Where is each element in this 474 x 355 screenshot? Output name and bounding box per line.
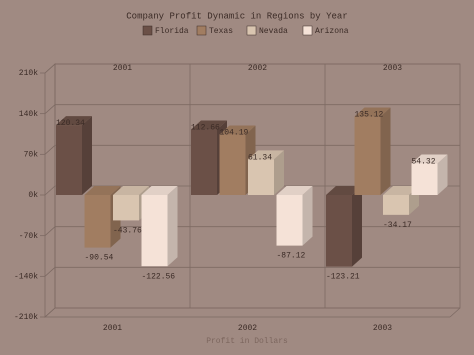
- x-tick-label: 2003: [373, 324, 392, 333]
- grid-line: [44, 104, 56, 114]
- bar-top: [411, 154, 448, 164]
- bar-top: [383, 186, 419, 195]
- bar: [383, 195, 409, 215]
- value-label: -122.56: [142, 272, 176, 281]
- bar-top: [191, 120, 227, 130]
- grid-line: [44, 185, 56, 196]
- value-label: 112.66: [191, 124, 220, 133]
- value-label: 61.34: [248, 153, 272, 162]
- legend-label: Arizona: [315, 27, 349, 36]
- bar: [326, 195, 352, 267]
- y-tick-label: 210k: [19, 69, 38, 78]
- y-tick-label: -140k: [14, 272, 38, 281]
- bar: [276, 195, 303, 246]
- bar: [276, 186, 313, 246]
- bar: [191, 129, 217, 195]
- y-tick-label: 0k: [28, 191, 38, 200]
- bar: [113, 195, 139, 221]
- legend-label: Nevada: [259, 27, 288, 36]
- bar-side: [82, 116, 92, 195]
- bar: [354, 107, 391, 195]
- bar-top: [219, 125, 256, 135]
- x-tick-label: 2001: [113, 64, 132, 73]
- bar: [141, 186, 178, 267]
- bar-side: [274, 150, 284, 195]
- value-label: -34.17: [383, 221, 412, 230]
- bar-side: [380, 107, 391, 195]
- value-label: 54.32: [412, 158, 436, 167]
- x-tick-label: 2001: [103, 324, 122, 333]
- value-label: 120.34: [56, 119, 85, 128]
- bar-side: [302, 186, 313, 246]
- legend-swatch: [142, 25, 153, 36]
- bar-top: [248, 150, 284, 160]
- bar: [84, 195, 111, 248]
- bar-side: [352, 186, 362, 267]
- value-label: -87.12: [277, 252, 306, 261]
- bar: [326, 186, 362, 267]
- chart-title: Company Profit Dynamic in Regions by Yea…: [126, 11, 347, 21]
- value-label: -123.21: [326, 273, 360, 282]
- value-label: -90.54: [85, 254, 114, 263]
- grid-line: [44, 307, 56, 318]
- bar: [354, 116, 381, 195]
- floor-edge: [449, 307, 461, 318]
- y-tick-label: -210k: [14, 313, 38, 322]
- value-label: -43.76: [113, 227, 142, 236]
- y-tick-label: 140k: [19, 110, 38, 119]
- x-tick-label: 2002: [238, 324, 257, 333]
- bar: [219, 134, 246, 195]
- legend-swatch: [302, 25, 313, 36]
- value-label: 135.12: [355, 111, 384, 120]
- bar: [411, 163, 438, 195]
- grid-line: [44, 145, 56, 155]
- bar-top: [113, 186, 149, 195]
- x-tick-label: 2003: [383, 64, 402, 73]
- bar-side: [437, 154, 448, 195]
- grid-line: [44, 63, 56, 74]
- bar-top: [326, 186, 362, 195]
- bar: [248, 150, 284, 195]
- bar: [141, 195, 168, 267]
- bar-top: [84, 186, 121, 195]
- value-label: 104.19: [220, 129, 249, 138]
- bar-top: [354, 107, 391, 117]
- bar: [56, 116, 92, 195]
- legend-swatch: [246, 25, 257, 36]
- bar-top: [276, 186, 313, 195]
- y-tick-label: -70k: [19, 232, 38, 241]
- grid-line: [44, 267, 56, 277]
- legend-label: Florida: [155, 27, 189, 36]
- grid-line: [44, 226, 56, 236]
- bar-side: [167, 186, 178, 267]
- bar-top: [56, 116, 92, 126]
- legend-label: Texas: [209, 27, 233, 36]
- bar-top: [141, 186, 178, 195]
- legend-swatch: [196, 25, 207, 36]
- y-tick-label: 70k: [24, 150, 39, 159]
- x-tick-label: 2002: [248, 64, 267, 73]
- bar: [248, 159, 274, 195]
- bar: [411, 154, 448, 195]
- axis-title: Profit in Dollars: [206, 337, 288, 346]
- bar: [56, 125, 82, 195]
